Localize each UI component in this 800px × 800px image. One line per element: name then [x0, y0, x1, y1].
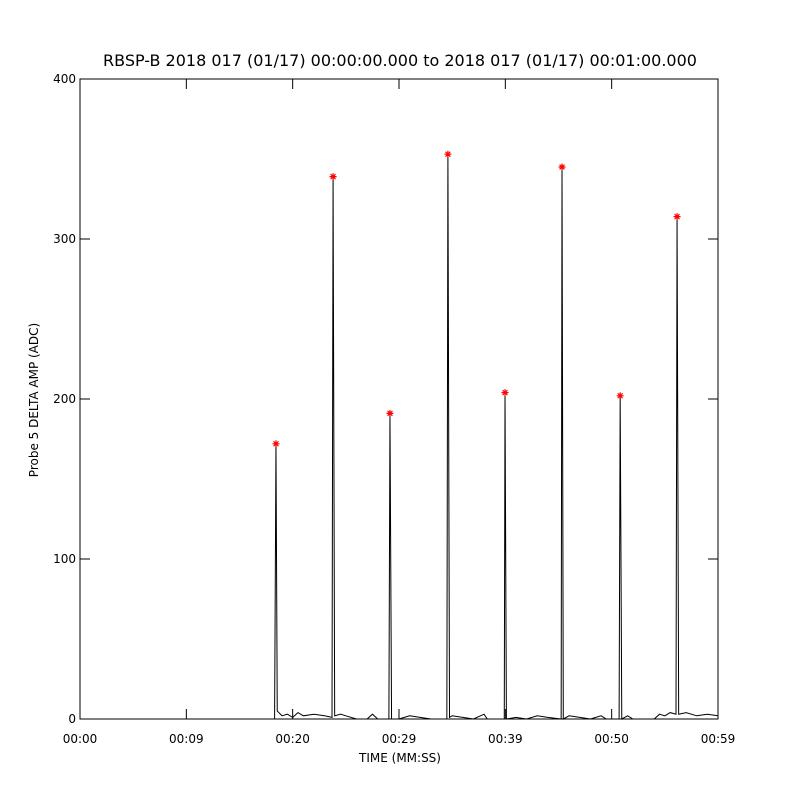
- peak-marker: [272, 440, 280, 448]
- y-tick-label: 300: [53, 232, 76, 246]
- chart-title: RBSP-B 2018 017 (01/17) 00:00:00.000 to …: [103, 51, 697, 70]
- data-line: [80, 154, 719, 720]
- peak-marker: [673, 213, 681, 221]
- peak-marker: [444, 150, 452, 158]
- y-tick-label: 100: [53, 552, 76, 566]
- x-tick-label: 00:50: [594, 732, 629, 746]
- y-tick-label: 200: [53, 392, 76, 406]
- y-tick-label: 400: [53, 72, 76, 86]
- peak-marker: [329, 173, 337, 181]
- peak-marker: [386, 409, 394, 417]
- peak-marker: [616, 392, 624, 400]
- x-tick-label: 00:39: [488, 732, 523, 746]
- x-tick-label: 00:29: [382, 732, 417, 746]
- peak-marker: [558, 163, 566, 171]
- y-axis-label: Probe 5 DELTA AMP (ADC): [27, 323, 41, 477]
- x-tick-label: 00:00: [63, 732, 98, 746]
- x-tick-label: 00:20: [275, 732, 310, 746]
- plot-frame: [79, 78, 719, 720]
- x-axis-label: TIME (MM:SS): [358, 751, 441, 765]
- y-tick-label: 0: [68, 712, 76, 726]
- x-tick-label: 00:09: [169, 732, 204, 746]
- x-tick-label: 00:59: [701, 732, 736, 746]
- peak-marker: [501, 389, 509, 397]
